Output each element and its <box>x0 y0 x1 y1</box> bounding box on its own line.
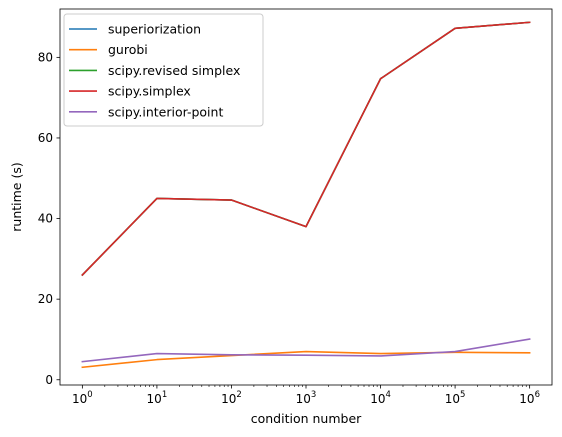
y-axis-label: runtime (s) <box>9 162 24 231</box>
series-line-4 <box>81 338 531 363</box>
legend-label-3: scipy.simplex <box>108 84 191 99</box>
legend: superiorization gurobi scipy.revised simpl… <box>63 13 264 127</box>
legend-label-2: scipy.revised simplex <box>108 63 240 78</box>
y-tick-label: 40 <box>38 212 53 226</box>
x-axis-label: condition number <box>251 411 362 426</box>
series-line-3 <box>81 21 531 277</box>
x-tick-label: 106 <box>519 390 540 406</box>
y-tick-label: 80 <box>38 50 53 64</box>
x-tick-label: 105 <box>445 390 466 406</box>
x-tick-label: 102 <box>221 390 242 406</box>
y-tick-label: 0 <box>45 373 53 387</box>
x-tick-label: 100 <box>72 390 93 406</box>
y-tick-label: 60 <box>38 131 53 145</box>
series-line-1 <box>81 350 531 369</box>
series-lines <box>81 21 531 369</box>
legend-frame <box>63 13 264 127</box>
legend-label-4: scipy.interior-point <box>108 104 223 119</box>
x-tick-label: 101 <box>147 390 168 406</box>
y-axis-ticks: 0 20 40 60 80 <box>38 50 60 387</box>
x-tick-label: 104 <box>370 390 391 406</box>
y-tick-label: 20 <box>38 292 53 306</box>
x-tick-label: 103 <box>296 390 317 406</box>
x-axis-ticks: 100 101 102 103 104 105 106 <box>72 385 540 406</box>
legend-label-0: superiorization <box>108 22 201 37</box>
legend-label-1: gurobi <box>108 42 148 57</box>
